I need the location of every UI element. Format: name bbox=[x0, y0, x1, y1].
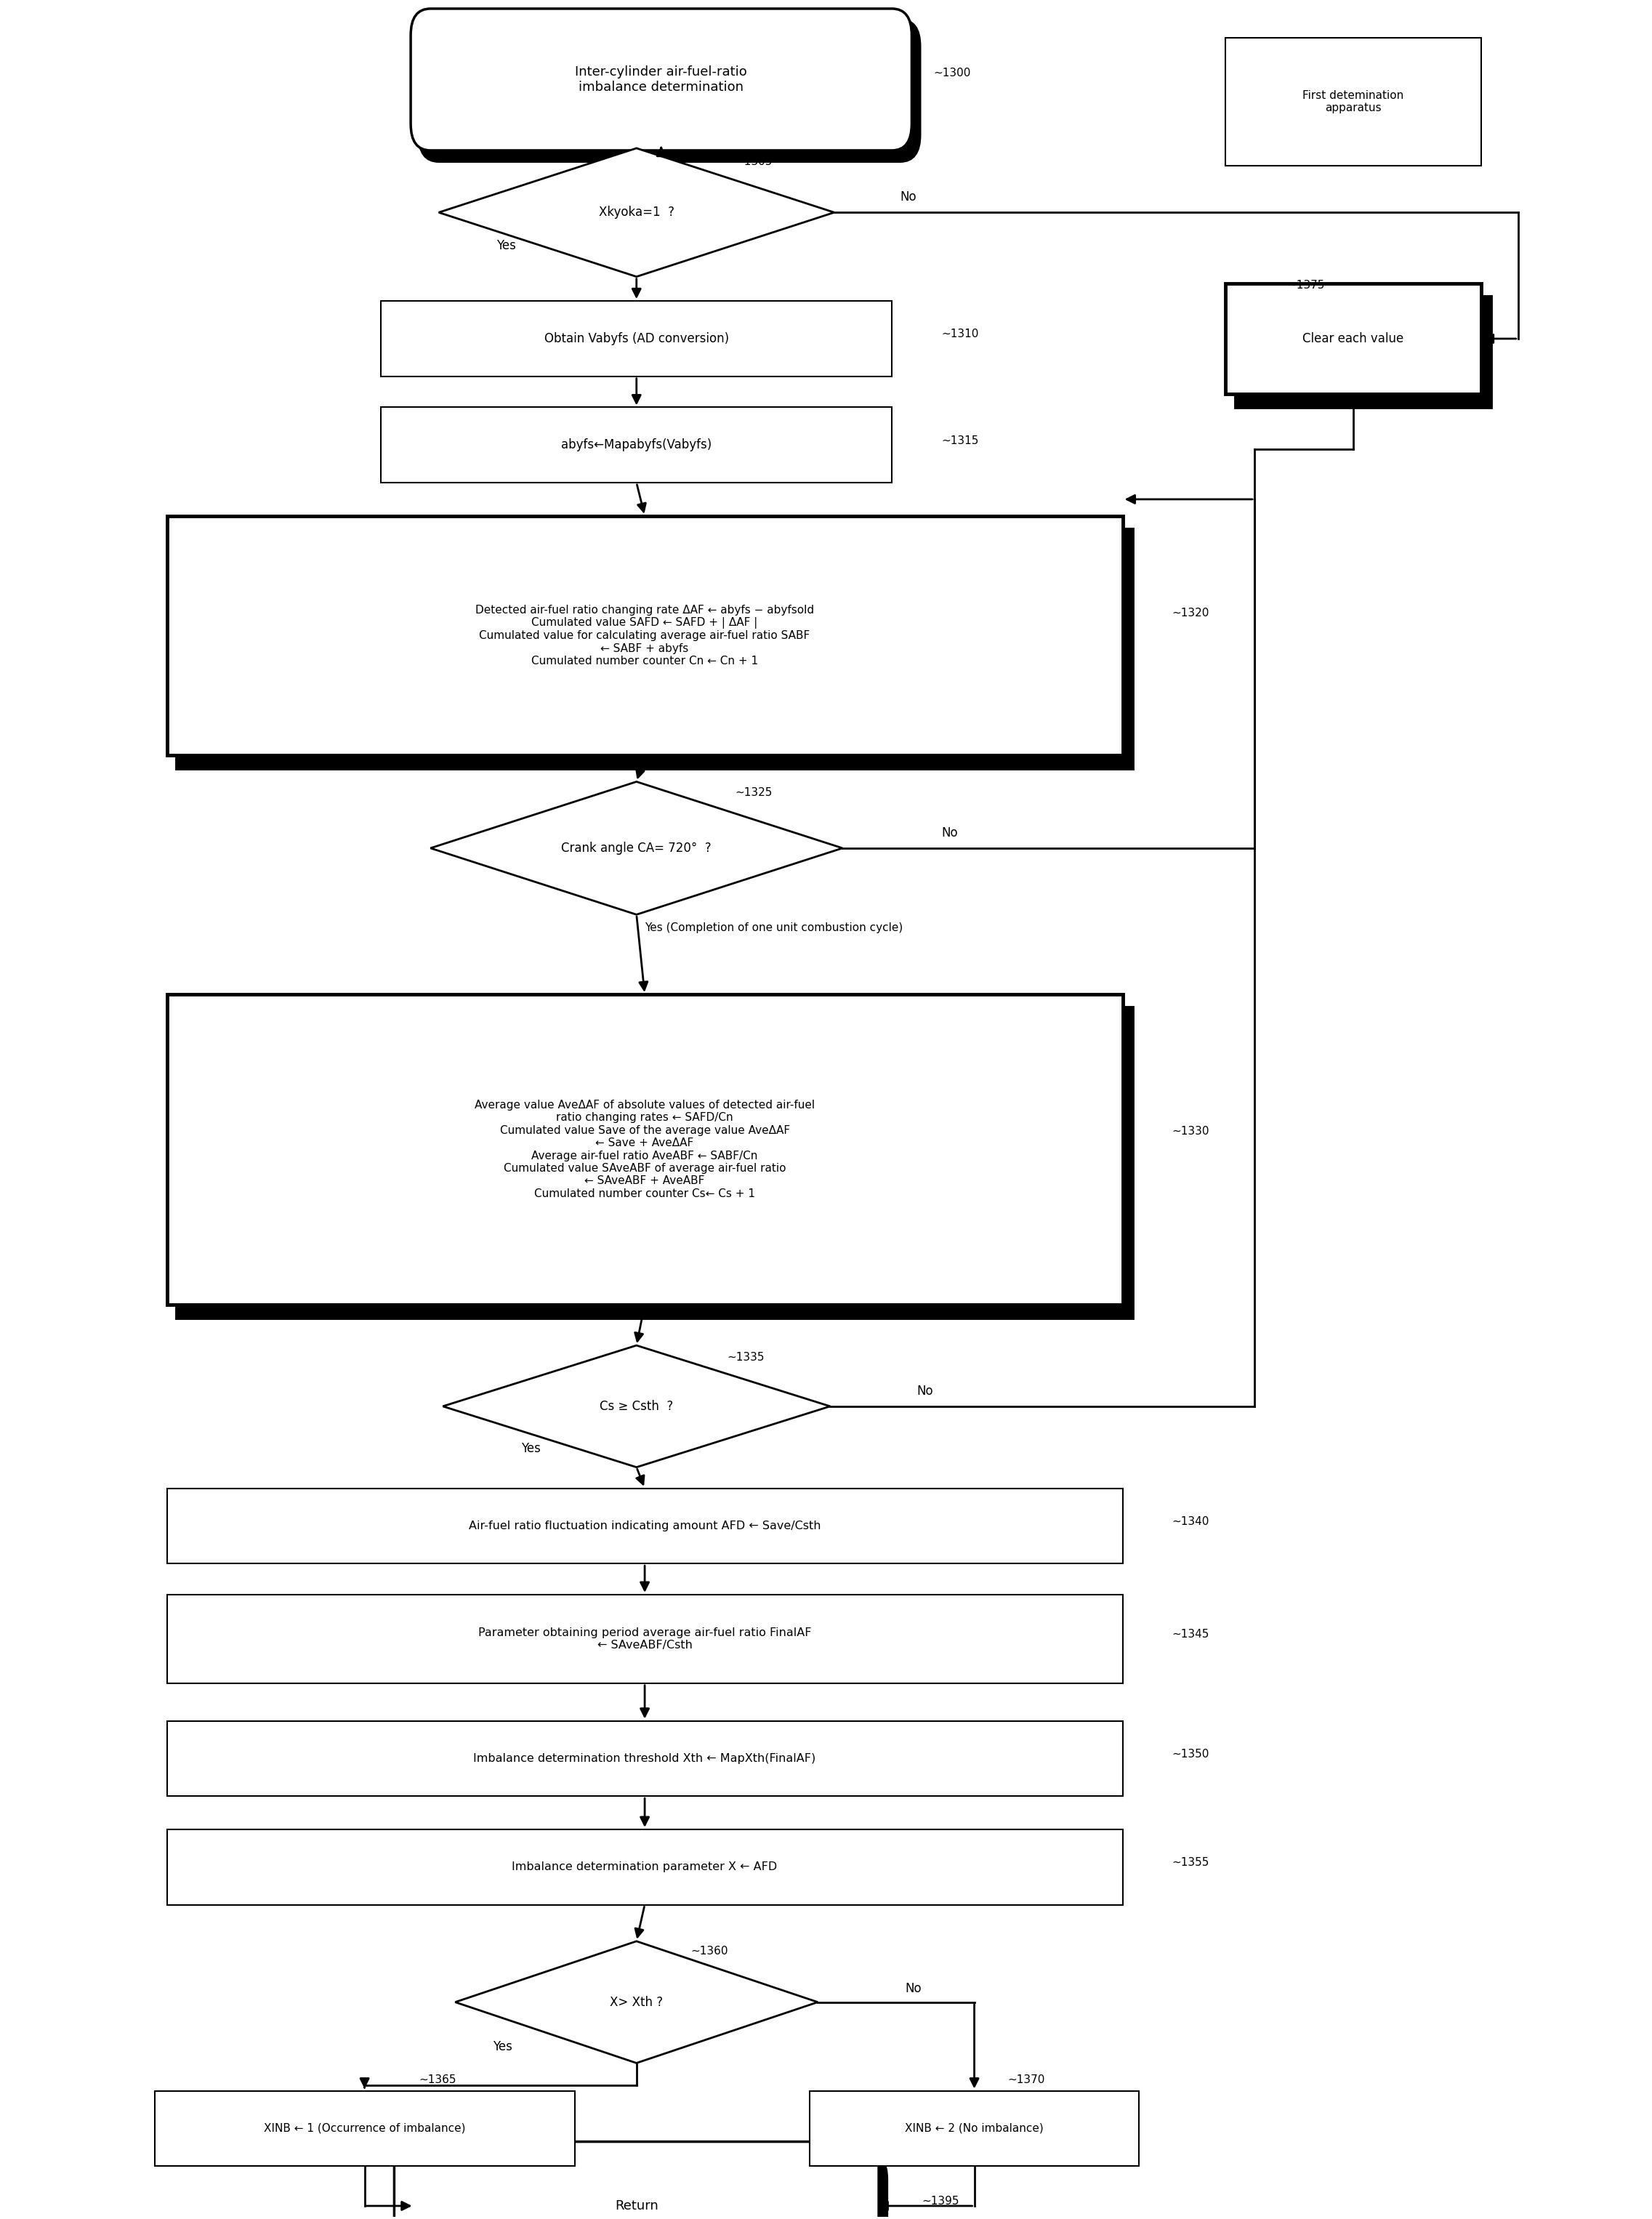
Text: ~1375: ~1375 bbox=[1287, 280, 1325, 291]
Text: ~1350: ~1350 bbox=[1171, 1749, 1209, 1760]
Text: ~1395: ~1395 bbox=[922, 2197, 960, 2208]
Bar bbox=[1236, 297, 1492, 408]
Text: Yes (Completion of one unit combustion cycle): Yes (Completion of one unit combustion c… bbox=[644, 923, 904, 934]
Text: abyfs←Mapabyfs(Vabyfs): abyfs←Mapabyfs(Vabyfs) bbox=[562, 439, 712, 450]
Text: Inter-cylinder air-fuel-ratio
imbalance determination: Inter-cylinder air-fuel-ratio imbalance … bbox=[575, 64, 747, 93]
Text: ~1325: ~1325 bbox=[735, 788, 773, 799]
Text: XINB ← 2 (No imbalance): XINB ← 2 (No imbalance) bbox=[905, 2124, 1044, 2135]
Text: Xkyoka=1  ?: Xkyoka=1 ? bbox=[598, 206, 674, 220]
Bar bbox=[382, 302, 892, 377]
Text: ~1370: ~1370 bbox=[1008, 2075, 1044, 2086]
Bar bbox=[167, 1489, 1123, 1564]
Bar bbox=[154, 2090, 575, 2166]
Text: ~1345: ~1345 bbox=[1171, 1629, 1209, 1640]
Text: ~1335: ~1335 bbox=[727, 1351, 765, 1362]
Text: X> Xth ?: X> Xth ? bbox=[610, 1995, 662, 2008]
Text: No: No bbox=[942, 825, 958, 839]
FancyBboxPatch shape bbox=[420, 20, 920, 162]
Bar bbox=[167, 1720, 1123, 1795]
Text: Yes: Yes bbox=[492, 2039, 512, 2053]
Text: ~1300: ~1300 bbox=[933, 67, 970, 78]
Bar bbox=[1226, 38, 1482, 166]
Text: ~1305: ~1305 bbox=[735, 155, 773, 166]
Text: ~1310: ~1310 bbox=[942, 328, 978, 340]
Text: ~1360: ~1360 bbox=[691, 1946, 729, 1957]
FancyBboxPatch shape bbox=[403, 2152, 887, 2219]
Text: Imbalance determination parameter X ← AFD: Imbalance determination parameter X ← AF… bbox=[512, 1862, 778, 1873]
Polygon shape bbox=[456, 1942, 818, 2064]
Text: ~1315: ~1315 bbox=[942, 435, 978, 446]
Text: Average value AveΔAF of absolute values of detected air-fuel
ratio changing rate: Average value AveΔAF of absolute values … bbox=[474, 1101, 814, 1198]
FancyBboxPatch shape bbox=[395, 2141, 879, 2219]
Text: Air-fuel ratio fluctuation indicating amount AFD ← Save/Csth: Air-fuel ratio fluctuation indicating am… bbox=[469, 1520, 821, 1531]
Text: ~1320: ~1320 bbox=[1171, 608, 1209, 619]
Bar bbox=[167, 515, 1123, 754]
Bar bbox=[809, 2090, 1140, 2166]
Text: Return: Return bbox=[615, 2199, 657, 2212]
Text: ~1355: ~1355 bbox=[1171, 1857, 1209, 1868]
Bar bbox=[167, 1595, 1123, 1684]
Text: Yes: Yes bbox=[520, 1442, 540, 1456]
Polygon shape bbox=[439, 149, 834, 277]
Polygon shape bbox=[443, 1345, 829, 1467]
Bar bbox=[167, 1828, 1123, 1904]
Text: No: No bbox=[917, 1385, 933, 1398]
Text: Imbalance determination threshold Xth ← MapXth(FinalAF): Imbalance determination threshold Xth ← … bbox=[474, 1753, 816, 1764]
Text: Parameter obtaining period average air-fuel ratio FinalAF
← SAveABF/Csth: Parameter obtaining period average air-f… bbox=[477, 1627, 811, 1651]
Text: ~1365: ~1365 bbox=[420, 2075, 456, 2086]
Text: Crank angle CA= 720°  ?: Crank angle CA= 720° ? bbox=[562, 841, 712, 854]
Bar bbox=[382, 408, 892, 484]
Text: No: No bbox=[900, 191, 917, 204]
Text: XINB ← 1 (Occurrence of imbalance): XINB ← 1 (Occurrence of imbalance) bbox=[264, 2124, 466, 2135]
Text: Clear each value: Clear each value bbox=[1303, 333, 1404, 346]
Text: Yes: Yes bbox=[496, 240, 515, 253]
Bar bbox=[1226, 284, 1482, 395]
Text: ~1330: ~1330 bbox=[1171, 1127, 1209, 1136]
Text: ~1340: ~1340 bbox=[1171, 1516, 1209, 1527]
Polygon shape bbox=[431, 781, 843, 914]
Bar bbox=[177, 528, 1133, 768]
Text: First detemination
apparatus: First detemination apparatus bbox=[1303, 91, 1404, 113]
Bar bbox=[177, 1007, 1133, 1318]
Text: Detected air-fuel ratio changing rate ΔAF ← abyfs − abyfsold
Cumulated value SAF: Detected air-fuel ratio changing rate ΔA… bbox=[476, 604, 814, 666]
Bar bbox=[167, 994, 1123, 1305]
Text: Obtain Vabyfs (AD conversion): Obtain Vabyfs (AD conversion) bbox=[544, 333, 729, 346]
Text: Cs ≥ Csth  ?: Cs ≥ Csth ? bbox=[600, 1400, 674, 1414]
FancyBboxPatch shape bbox=[411, 9, 912, 151]
Text: No: No bbox=[905, 1982, 922, 1995]
